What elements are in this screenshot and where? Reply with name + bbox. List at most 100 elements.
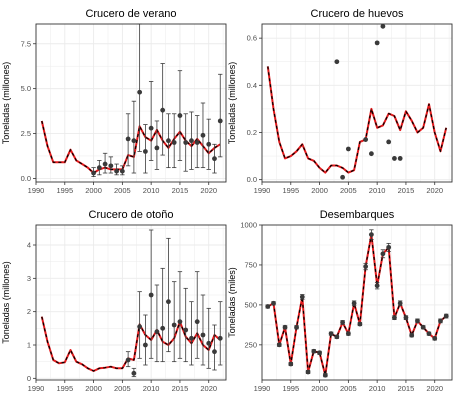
data-point	[288, 361, 294, 367]
data-point	[166, 299, 171, 305]
y-tick-label: 1000	[240, 221, 257, 230]
data-point	[183, 327, 189, 333]
data-point	[368, 151, 374, 157]
y-tick-label: 1	[27, 341, 31, 350]
y-tick-label: 0.4	[247, 81, 257, 90]
data-point	[189, 335, 194, 341]
observed-series-line	[267, 66, 447, 174]
data-point	[171, 140, 177, 145]
y-tick-label: 750	[244, 260, 257, 269]
data-point	[397, 156, 403, 161]
x-tick-label: 2010	[369, 384, 386, 393]
chart-panel-2: 1990 1995 2000 2005 2010 2015 2020 0.0 0.2 0.4 0.6…	[227, 8, 453, 195]
data-point	[137, 89, 143, 95]
data-point	[351, 300, 357, 306]
data-point	[334, 59, 340, 65]
y-tick-label: 0.2	[247, 128, 257, 137]
data-point	[102, 161, 108, 167]
data-point	[386, 139, 392, 145]
x-tick-label: 1995	[282, 384, 299, 393]
data-point	[177, 113, 183, 118]
x-tick-label: 2005	[340, 384, 357, 393]
y-axis-label: Toneladas (millones)	[1, 261, 11, 344]
y-tick-label: 0	[27, 374, 31, 383]
data-point	[212, 156, 217, 162]
chart-title: Crucero de otoño	[89, 209, 174, 221]
y-tick-label: 4	[27, 241, 31, 250]
y-tick-label: 250	[244, 340, 257, 349]
data-point	[380, 23, 386, 29]
data-point	[142, 149, 148, 154]
data-point	[183, 140, 189, 145]
panel-border	[261, 23, 453, 183]
data-point	[166, 138, 171, 144]
data-point	[265, 304, 271, 309]
data-point	[397, 300, 403, 306]
data-point	[374, 283, 380, 289]
observed-series-line	[41, 120, 221, 174]
x-tick-label: 2020	[200, 186, 217, 195]
chart-panel-1: 1990 1995 2000 2005 2010 2015 2020 0.0 2.5 5.0 7.5…	[1, 8, 227, 195]
data-point	[420, 324, 426, 330]
observed-series-line	[267, 234, 447, 376]
data-point	[368, 232, 374, 237]
data-point	[206, 141, 212, 147]
chart-panel-3: 1990 1995 2000 2005 2010 2015 2020 0 1 2 3 4 Crucero…	[1, 209, 227, 393]
x-tick-label: 1995	[56, 384, 73, 393]
data-point	[160, 325, 166, 331]
data-point	[148, 292, 154, 298]
data-point	[200, 132, 206, 138]
data-point	[294, 324, 299, 330]
data-point	[409, 332, 415, 338]
data-point	[438, 318, 443, 324]
y-tick-label: 2	[27, 307, 31, 316]
data-point	[154, 329, 160, 335]
data-point	[340, 174, 346, 180]
chart-panel-4: 1990 1995 2000 2005 2010 2015 2020 250 500 750 100…	[227, 209, 453, 393]
data-point	[380, 251, 386, 257]
x-tick-label: 2000	[311, 384, 328, 393]
data-point	[189, 138, 194, 144]
x-tick-label: 2015	[172, 186, 189, 195]
x-tick-label: 2000	[85, 186, 102, 195]
observed-series-line	[41, 316, 221, 372]
x-tick-label: 2010	[369, 186, 386, 195]
x-tick-label: 2000	[85, 384, 102, 393]
data-point	[340, 320, 346, 325]
y-tick-label: 0.0	[247, 175, 257, 184]
data-point	[217, 335, 223, 341]
chart-title: Crucero de verano	[85, 8, 176, 20]
data-point	[171, 322, 177, 328]
data-point	[317, 350, 322, 356]
x-tick-label: 2005	[340, 186, 357, 195]
data-point	[206, 340, 212, 346]
data-point	[125, 136, 131, 142]
x-tick-label: 2015	[398, 186, 415, 195]
data-point	[282, 324, 288, 330]
data-point	[403, 315, 409, 321]
y-axis-label: Toneladas (miles)	[227, 267, 237, 338]
data-point	[131, 370, 137, 376]
data-point	[177, 319, 183, 325]
data-point	[443, 313, 449, 319]
x-tick-label: 2010	[143, 186, 160, 195]
x-tick-label: 2020	[426, 186, 443, 195]
data-point	[432, 336, 438, 341]
x-tick-label: 2020	[200, 384, 217, 393]
data-point	[276, 342, 282, 348]
data-point	[131, 138, 137, 144]
data-point	[194, 319, 200, 325]
x-tick-label: 1995	[282, 186, 299, 195]
x-tick-label: 2015	[172, 384, 189, 393]
data-point	[392, 315, 397, 321]
y-tick-label: 0.6	[247, 34, 257, 43]
data-point	[160, 107, 166, 113]
data-point	[271, 300, 276, 306]
data-point	[322, 372, 328, 378]
x-tick-label: 1990	[254, 384, 271, 393]
data-point	[374, 40, 380, 46]
data-point	[200, 332, 206, 338]
data-point	[363, 137, 369, 142]
data-point	[357, 321, 363, 327]
